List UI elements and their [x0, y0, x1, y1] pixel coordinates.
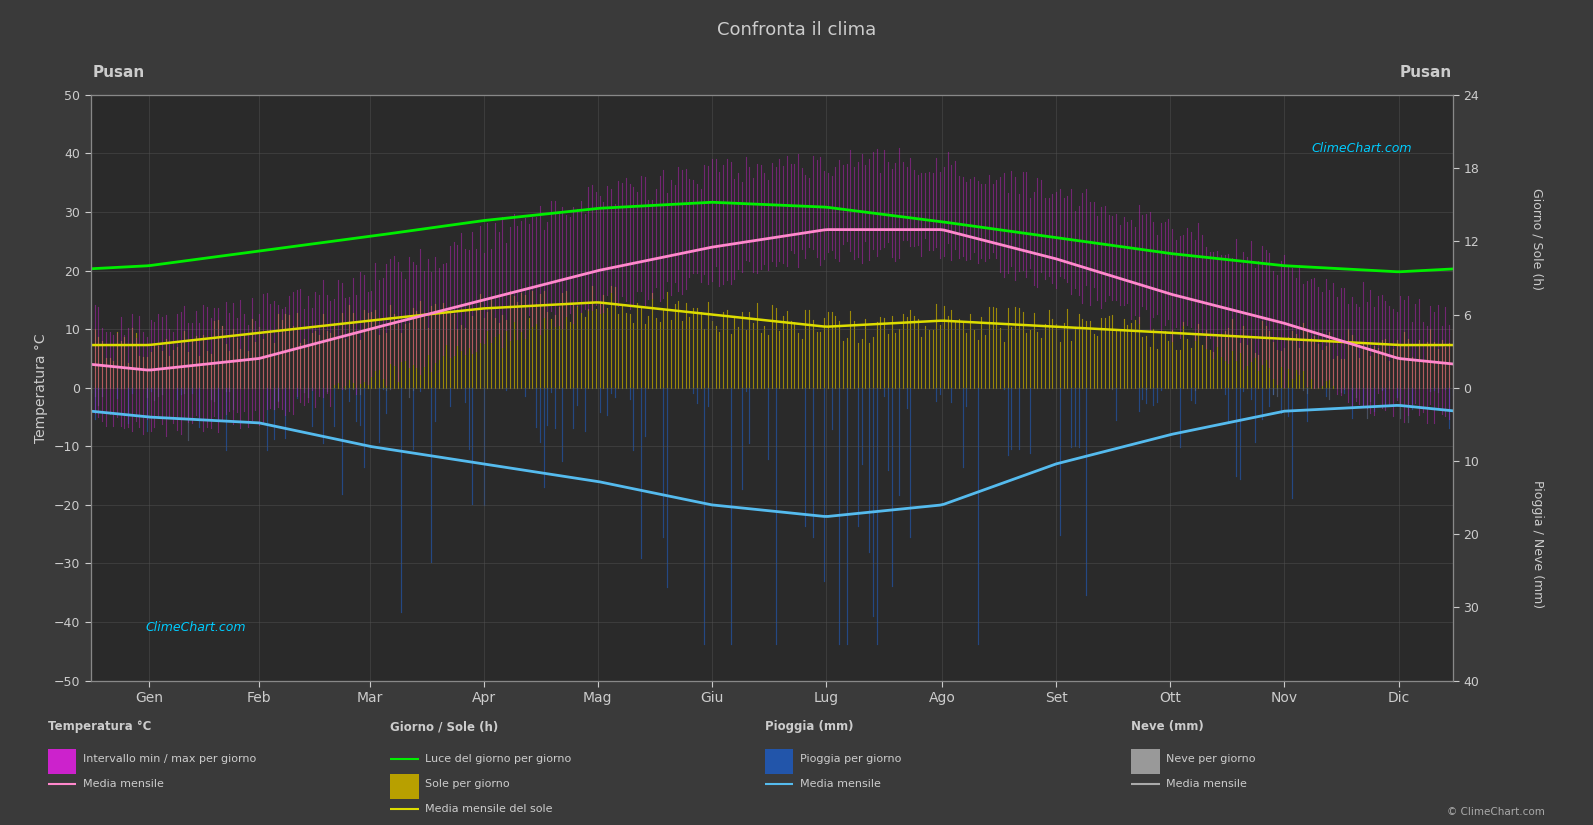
Text: ClimeChart.com: ClimeChart.com [1311, 142, 1411, 155]
Text: Pioggia / Neve (mm): Pioggia / Neve (mm) [1531, 480, 1544, 609]
Text: Pioggia (mm): Pioggia (mm) [765, 720, 854, 733]
Text: Pusan: Pusan [92, 65, 145, 80]
Text: Pusan: Pusan [1399, 65, 1451, 80]
Text: Media mensile del sole: Media mensile del sole [425, 804, 553, 813]
Text: Giorno / Sole (h): Giorno / Sole (h) [1531, 188, 1544, 290]
Text: Neve (mm): Neve (mm) [1131, 720, 1204, 733]
Y-axis label: Temperatura °C: Temperatura °C [35, 333, 48, 442]
Text: Media mensile: Media mensile [1166, 779, 1247, 789]
Text: Sole per giorno: Sole per giorno [425, 779, 510, 789]
Text: ClimeChart.com: ClimeChart.com [145, 620, 245, 634]
Text: Intervallo min / max per giorno: Intervallo min / max per giorno [83, 754, 256, 764]
Text: Media mensile: Media mensile [800, 779, 881, 789]
Text: Temperatura °C: Temperatura °C [48, 720, 151, 733]
Text: Media mensile: Media mensile [83, 779, 164, 789]
Text: © ClimeChart.com: © ClimeChart.com [1448, 807, 1545, 817]
Text: Luce del giorno per giorno: Luce del giorno per giorno [425, 754, 572, 764]
Text: Confronta il clima: Confronta il clima [717, 21, 876, 39]
Text: Neve per giorno: Neve per giorno [1166, 754, 1255, 764]
Text: Giorno / Sole (h): Giorno / Sole (h) [390, 720, 499, 733]
Text: Pioggia per giorno: Pioggia per giorno [800, 754, 902, 764]
